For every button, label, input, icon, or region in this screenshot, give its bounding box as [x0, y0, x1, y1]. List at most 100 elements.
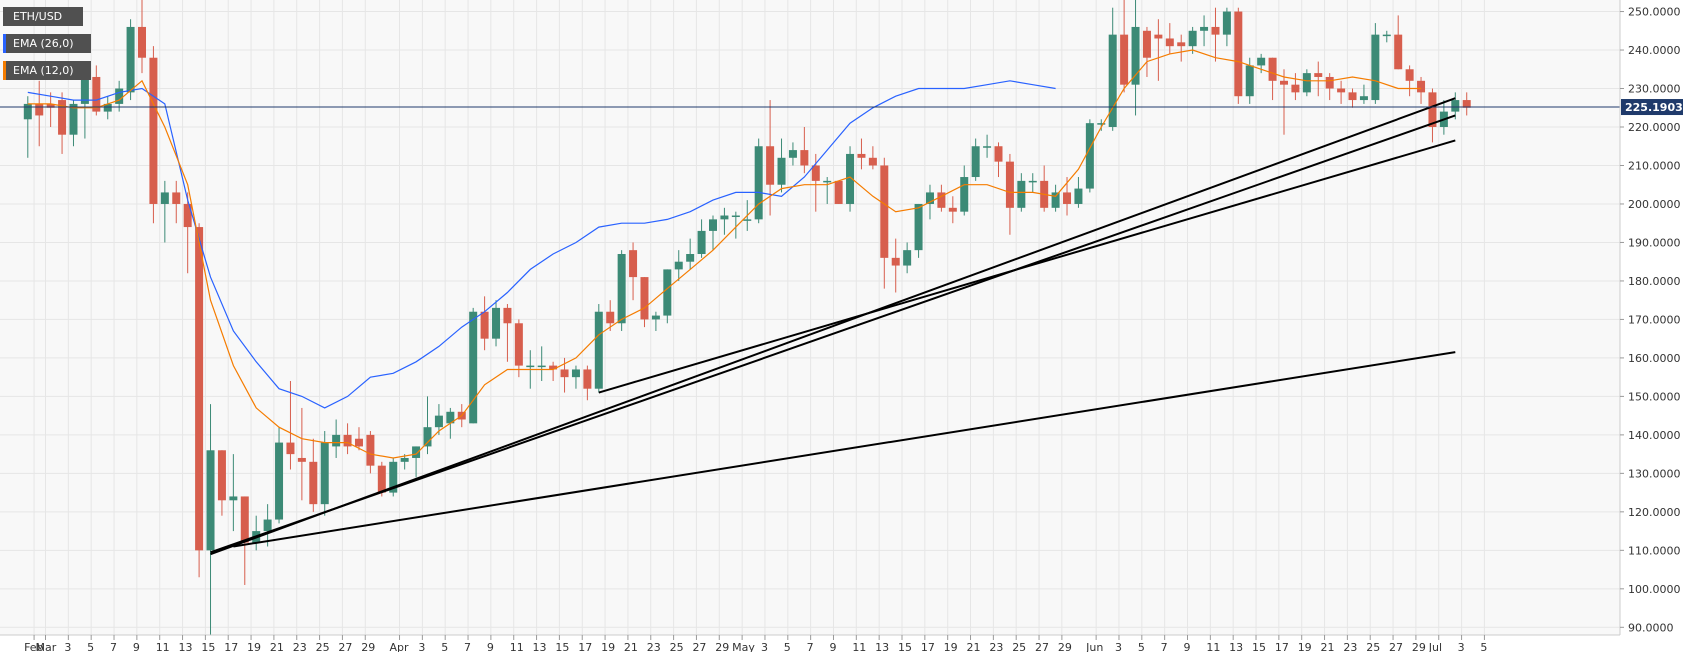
- candle-body: [1257, 57, 1266, 66]
- candle-body: [891, 257, 900, 266]
- y-tick-label: 210.0000: [1628, 159, 1681, 172]
- candle-body: [560, 369, 569, 378]
- y-tick-label: 150.0000: [1628, 390, 1681, 403]
- candle-body: [1074, 188, 1083, 204]
- x-tick-label: 19: [944, 641, 958, 652]
- x-tick-label: Feb: [24, 641, 43, 652]
- candle-body: [46, 103, 55, 108]
- candle-body: [80, 76, 89, 104]
- x-tick-label: 25: [1012, 641, 1026, 652]
- x-tick-label: 13: [875, 641, 889, 652]
- candle-body: [971, 146, 980, 178]
- x-tick-label: 15: [555, 641, 569, 652]
- candle-body: [23, 103, 32, 120]
- candle-body: [800, 150, 809, 166]
- x-tick-label: 21: [967, 641, 981, 652]
- candle-body: [1177, 42, 1186, 47]
- y-tick-label: 100.0000: [1628, 583, 1681, 596]
- y-tick-label: 180.0000: [1628, 275, 1681, 288]
- candle-body: [434, 415, 443, 428]
- candle-body: [206, 450, 215, 551]
- x-tick-label: 15: [1252, 641, 1266, 652]
- candle-body: [1108, 34, 1117, 127]
- candle-body: [217, 450, 226, 501]
- candle-body: [1200, 26, 1209, 31]
- x-tick-label: 17: [921, 641, 935, 652]
- candle-body: [1382, 34, 1391, 37]
- legend-symbol[interactable]: ETH/USD: [3, 7, 83, 26]
- y-tick-label: 130.0000: [1628, 467, 1681, 480]
- candle-body: [948, 207, 957, 212]
- x-tick-label: Jul: [1428, 641, 1442, 652]
- y-tick-label: 220.0000: [1628, 121, 1681, 134]
- x-tick-label: 19: [247, 641, 261, 652]
- candle-body: [1120, 34, 1129, 85]
- symbol-label: ETH/USD: [13, 10, 63, 23]
- candle-body: [149, 57, 158, 204]
- candle-body: [514, 323, 523, 366]
- candle-body: [606, 311, 615, 324]
- candle-body: [286, 442, 295, 455]
- y-axis: 90.0000 100.0000 110.0000 120.0000 130.0000 1…: [1620, 6, 1681, 634]
- candle-body: [58, 100, 67, 135]
- candle-body: [1337, 88, 1346, 93]
- x-tick-label: 19: [1298, 641, 1312, 652]
- x-tick-label: 9: [829, 641, 836, 652]
- candle-body: [343, 434, 352, 447]
- candle-body: [903, 250, 912, 266]
- candle-body: [1359, 96, 1368, 101]
- x-tick-label: 21: [1321, 641, 1335, 652]
- trendline: [233, 351, 1456, 548]
- trendline: [210, 97, 1456, 556]
- candle-body: [1348, 92, 1357, 101]
- candle-body: [503, 307, 512, 324]
- x-tick-label: 5: [1138, 641, 1145, 652]
- x-tick-label: 3: [1458, 641, 1465, 652]
- candle-body: [1234, 11, 1243, 97]
- candle-body: [366, 434, 375, 466]
- candle-body: [857, 153, 866, 158]
- candle-body: [1451, 100, 1460, 112]
- candle-body: [1371, 34, 1380, 101]
- candle-body: [275, 442, 284, 520]
- legend-ema-12[interactable]: EMA (12,0): [3, 61, 91, 80]
- y-tick-label: 240.0000: [1628, 44, 1681, 57]
- candle-body: [1314, 73, 1323, 77]
- candle-body: [354, 438, 363, 447]
- candle-body: [1188, 30, 1197, 47]
- x-tick-label: 23: [647, 641, 661, 652]
- candle-body: [103, 103, 112, 112]
- legend-ema-26[interactable]: EMA (26,0): [3, 34, 91, 53]
- x-tick-label: 19: [601, 641, 615, 652]
- y-tick-label: 110.0000: [1628, 544, 1681, 557]
- y-tick-label: 170.0000: [1628, 313, 1681, 326]
- x-tick-label: 11: [156, 641, 170, 652]
- candle-body: [1462, 100, 1471, 108]
- candle-body: [537, 365, 546, 368]
- candle-body: [1211, 26, 1220, 35]
- y-tick-label: 120.0000: [1628, 506, 1681, 519]
- candle-body: [846, 153, 855, 204]
- candle-body: [1268, 57, 1277, 81]
- candle-body: [377, 465, 386, 493]
- candle-body: [937, 192, 946, 208]
- x-tick-label: 7: [464, 641, 471, 652]
- candle-body: [320, 442, 329, 505]
- x-tick-label: 7: [1161, 641, 1168, 652]
- candle-body: [914, 203, 923, 251]
- x-tick-label: 25: [316, 641, 330, 652]
- candle-body: [1051, 192, 1060, 208]
- y-tick-label: 230.0000: [1628, 83, 1681, 96]
- candle-body: [583, 369, 592, 389]
- candle-body: [1017, 180, 1026, 208]
- x-tick-label: 9: [133, 641, 140, 652]
- y-tick-label: 190.0000: [1628, 236, 1681, 249]
- candle-body: [1063, 192, 1072, 204]
- candle-body: [617, 254, 626, 324]
- x-tick-label: 11: [852, 641, 866, 652]
- x-tick-label: 15: [201, 641, 215, 652]
- ema-26-line: [27, 80, 1056, 409]
- x-tick-label: 17: [578, 641, 592, 652]
- candle-body: [983, 146, 992, 148]
